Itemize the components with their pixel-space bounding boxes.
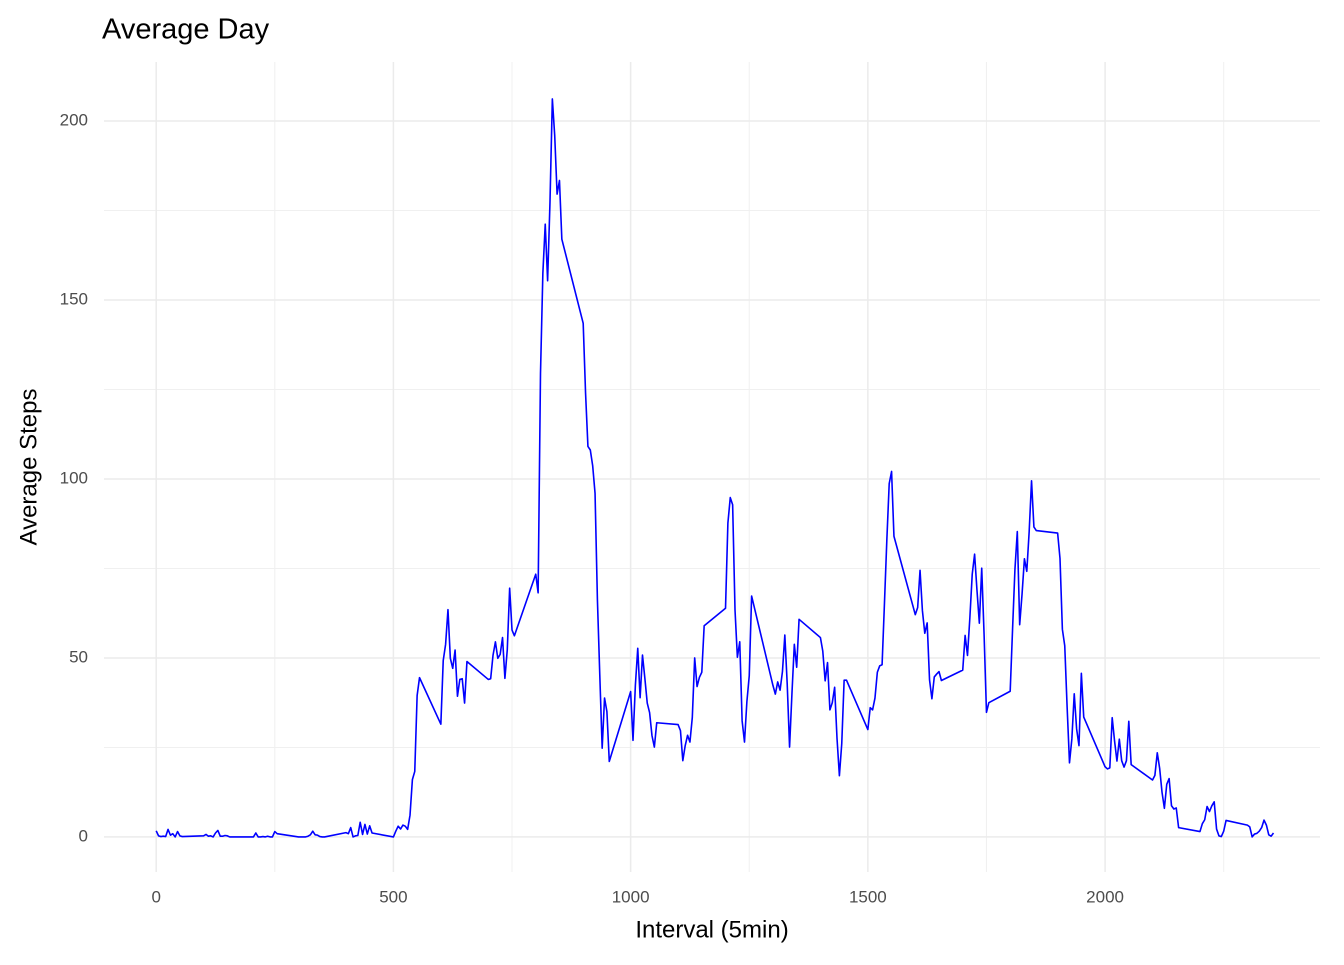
plot [155, 98, 1275, 838]
chart-title: Average Day [102, 14, 270, 46]
y-tick-label: 100 [60, 468, 88, 487]
x-tick-label: 0 [151, 887, 160, 906]
x-tick-label: 1000 [612, 887, 650, 906]
y-tick-label: 200 [60, 111, 88, 130]
x-tick-label: 500 [379, 887, 407, 906]
y-tick-label: 150 [60, 290, 88, 309]
x-axis-title: Interval (5min) [635, 916, 788, 943]
line [155, 98, 1275, 838]
x-tick-label: 2000 [1086, 887, 1124, 906]
y-tick-label: 0 [79, 826, 88, 845]
y-axis-title: Average Steps [15, 389, 42, 546]
y-tick-label: 50 [69, 647, 88, 666]
x-tick-label: 1500 [849, 887, 887, 906]
